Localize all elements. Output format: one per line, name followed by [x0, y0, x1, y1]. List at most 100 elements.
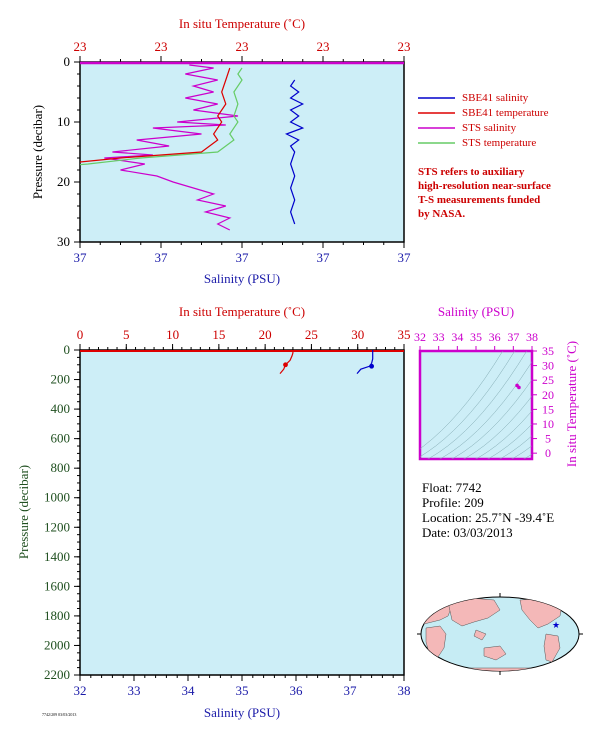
top-pressure-ticks: 0 10 20 30 [57, 54, 80, 249]
ts-temp-tick-label: 30 [542, 359, 554, 373]
footer-text: 7742/209 03/03/2013 [42, 712, 76, 717]
ts-density-contour [475, 410, 532, 459]
ts-plot-area [418, 349, 534, 461]
ts-sal-tick-label: 32 [414, 330, 426, 344]
map-graticule [417, 593, 583, 675]
top-temp-tick-label: 23 [155, 39, 168, 54]
top-pressure-axis-label: Pressure (decibar) [30, 105, 45, 199]
bottom-marker-temperature [283, 362, 288, 368]
ts-sal-tick-label: 36 [489, 330, 501, 344]
land-australia [483, 645, 507, 661]
bottom-temp-tick-label: 30 [351, 327, 364, 342]
ts-sal-tick-label: 33 [433, 330, 445, 344]
top-sal-tick-label: 37 [155, 250, 169, 265]
ts-temp-tick-label: 15 [542, 402, 554, 416]
bottom-salinity-axis-label: Salinity (PSU) [204, 705, 280, 720]
bottom-temp-tick-label: 5 [123, 327, 130, 342]
bottom-pressure-tick-label: 1800 [44, 608, 70, 623]
top-pressure-tick-label: 20 [57, 174, 70, 189]
top-series-sbe41-salinity [284, 79, 305, 225]
bottom-temperature-axis-label: In situ Temperature (˚C) [179, 304, 305, 319]
bottom-sal-tick-label: 38 [398, 683, 411, 698]
ts-temp-tick-label: 35 [542, 344, 554, 358]
bottom-panel: 0 5 10 15 20 25 30 35 32 33 34 35 36 37 38 0 200 400 600… [16, 304, 411, 720]
bottom-pressure-ticks: 0 200 400 600 800 1000 1200 1400 1600 1800 2000 220… [44, 342, 80, 682]
top-temperature-axis-label: In situ Temperature (˚C) [179, 16, 305, 31]
ts-point [517, 385, 521, 390]
land-africa [425, 625, 447, 661]
ts-temp-tick-label: 0 [545, 446, 551, 460]
float-id: Float: 7742 [422, 480, 482, 495]
bottom-temp-tick-label: 20 [259, 327, 272, 342]
legend-label-sts-temperature: STS temperature [462, 137, 536, 149]
land-asia [447, 597, 501, 627]
top-panel: 23 23 23 23 23 37 37 37 37 37 0 10 20 30 In situ Te… [30, 16, 412, 286]
ts-density-contour [451, 379, 532, 459]
ts-temp-tick-label: 10 [542, 417, 554, 431]
location: Location: 25.7˚N -39.4˚E [422, 510, 554, 525]
bottom-pressure-tick-label: 400 [51, 401, 71, 416]
bottom-pressure-tick-label: 1000 [44, 490, 70, 505]
top-sal-tick-label: 37 [398, 250, 412, 265]
top-temp-tick-label: 23 [74, 39, 87, 54]
ts-points [515, 383, 521, 390]
bottom-pressure-tick-label: 0 [64, 342, 71, 357]
top-pressure-tick-label: 10 [57, 114, 70, 129]
top-plot-area [79, 61, 405, 243]
top-temp-tick-label: 23 [236, 39, 249, 54]
bottom-pressure-tick-label: 1600 [44, 578, 70, 593]
ts-density-contour [427, 351, 527, 459]
ts-sal-tick-label: 38 [526, 330, 538, 344]
bottom-pressure-tick-label: 2200 [44, 667, 70, 682]
bottom-temperature-ticks: 0 5 10 15 20 25 30 35 [77, 327, 411, 350]
note-line-1: STS refers to auxiliary [418, 166, 525, 178]
bottom-sal-tick-label: 32 [74, 683, 87, 698]
legend-label-sbe41-temperature: SBE41 temperature [462, 107, 549, 119]
bottom-pressure-tick-label: 800 [51, 460, 71, 475]
map-land [421, 597, 573, 671]
top-temp-tick-label: 23 [317, 39, 330, 54]
bottom-series-group [80, 350, 404, 374]
bottom-marker-salinity [369, 363, 374, 369]
bottom-pressure-tick-label: 600 [51, 431, 71, 446]
top-sal-tick-label: 37 [236, 250, 250, 265]
bottom-pressure-tick-label: 200 [51, 372, 71, 387]
bottom-temp-tick-label: 0 [77, 327, 84, 342]
ts-salinity-axis-label: Salinity (PSU) [438, 304, 514, 319]
ts-salinity-ticks: 32 33 34 35 36 37 38 [414, 330, 538, 351]
ts-density-contour [463, 395, 532, 459]
bottom-sal-tick-label: 37 [344, 683, 358, 698]
bottom-sal-tick-label: 35 [236, 683, 249, 698]
date: Date: 03/03/2013 [422, 525, 513, 540]
bottom-temp-tick-label: 25 [305, 327, 318, 342]
legend-label-sts-salinity: STS salinity [462, 122, 517, 134]
ts-density-contours [420, 351, 532, 459]
land-greenland [559, 597, 573, 609]
note-line-2: high-resolution near-surface [418, 180, 551, 192]
bottom-pressure-tick-label: 1200 [44, 519, 70, 534]
top-sal-tick-label: 37 [74, 250, 88, 265]
top-pressure-tick-label: 30 [57, 234, 70, 249]
bottom-pressure-tick-label: 2000 [44, 637, 70, 652]
top-series-sbe41-temperature [80, 67, 231, 163]
top-temp-tick-label: 23 [398, 39, 411, 54]
ts-sal-tick-label: 37 [507, 330, 519, 344]
bottom-temp-tick-label: 15 [212, 327, 225, 342]
ts-temp-tick-label: 20 [542, 388, 554, 402]
bottom-pressure-tick-label: 1400 [44, 549, 70, 564]
ts-density-contour [420, 351, 515, 457]
land-antarctica [429, 667, 571, 671]
bottom-pressure-axis-label: Pressure (decibar) [16, 465, 31, 559]
note-line-3: T-S measurements funded [418, 194, 540, 206]
profile-number: Profile: 209 [422, 495, 484, 510]
bottom-sal-tick-label: 36 [290, 683, 304, 698]
top-series-group [80, 61, 404, 231]
land-southeast-asia [473, 629, 487, 641]
bottom-sal-tick-label: 34 [182, 683, 196, 698]
ts-density-contour [439, 361, 532, 459]
world-map: ★ [417, 593, 583, 675]
float-info: Float: 7742 Profile: 209 Location: 25.7˚… [422, 480, 554, 540]
